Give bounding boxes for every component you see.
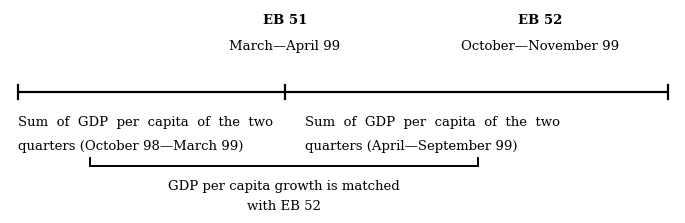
Text: quarters (April—September 99): quarters (April—September 99) bbox=[305, 140, 517, 153]
Text: quarters (October 98—March 99): quarters (October 98—March 99) bbox=[18, 140, 243, 153]
Text: with EB 52: with EB 52 bbox=[247, 200, 321, 213]
Text: EB 52: EB 52 bbox=[518, 14, 562, 27]
Text: March—April 99: March—April 99 bbox=[229, 40, 340, 53]
Text: Sum  of  GDP  per  capita  of  the  two: Sum of GDP per capita of the two bbox=[18, 116, 273, 129]
Text: October—November 99: October—November 99 bbox=[461, 40, 619, 53]
Text: EB 51: EB 51 bbox=[263, 14, 307, 27]
Text: Sum  of  GDP  per  capita  of  the  two: Sum of GDP per capita of the two bbox=[305, 116, 560, 129]
Text: GDP per capita growth is matched: GDP per capita growth is matched bbox=[168, 180, 400, 193]
